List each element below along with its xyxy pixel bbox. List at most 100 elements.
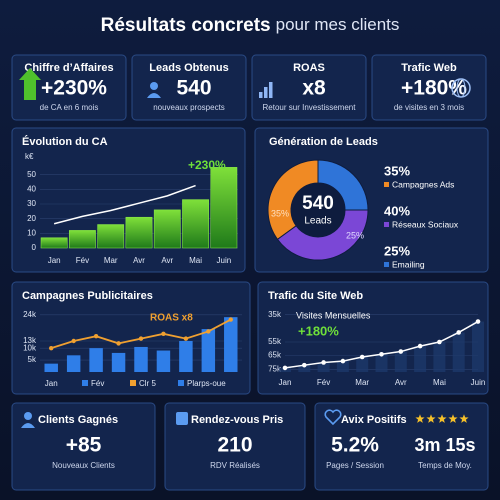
bottom-value: +85 — [66, 434, 102, 457]
legend-label: Emailing — [392, 259, 425, 269]
bar — [201, 329, 216, 372]
annotation: ROAS x8 — [150, 313, 193, 324]
bar — [224, 317, 238, 372]
calendar-icon — [176, 412, 188, 425]
star-icon — [459, 414, 469, 423]
bottom-value: 5.2% — [331, 434, 379, 457]
line-point — [228, 317, 233, 322]
trend-arrow — [53, 184, 196, 225]
x-tick-label: Mai — [433, 378, 446, 387]
x-tick-label: Mai — [189, 256, 202, 265]
annotation-value: +180% — [298, 323, 339, 338]
kpi-card — [251, 54, 367, 121]
arrow-icon — [19, 68, 41, 100]
line-point — [183, 336, 189, 341]
y-tick-label: 5k — [28, 355, 37, 364]
x-tick-label: Mar — [355, 378, 369, 387]
x-tick-label: Avr — [133, 256, 145, 265]
bottom-title: Avix Positifs — [341, 414, 407, 426]
y-tick-label: 24k — [23, 310, 37, 319]
y-tick-label: 30 — [27, 199, 36, 208]
y-tick-label: 55k — [268, 337, 282, 346]
bg-bar — [414, 346, 427, 372]
bottom-value-2: 3m 15s — [414, 435, 475, 455]
line-point — [417, 343, 423, 349]
bg-bar — [336, 361, 349, 372]
chart-panel — [257, 281, 489, 395]
x-tick-label: Jan — [279, 378, 292, 387]
line-point — [379, 351, 384, 357]
bar — [66, 355, 81, 372]
legend-swatch — [130, 380, 136, 386]
legend-label: Fév — [91, 379, 104, 388]
donut-hole — [291, 183, 345, 237]
y-tick-label: 13k — [23, 336, 37, 345]
kpi-card — [371, 54, 487, 121]
bottom-caption: Pages / Session — [326, 461, 384, 470]
line-point — [49, 345, 54, 351]
bar — [156, 350, 171, 372]
donut-center-label: Leads — [304, 216, 331, 227]
bottom-card — [164, 402, 306, 491]
globe-icon-lines — [456, 78, 466, 98]
bottom-caption: Nouveaux Clients — [52, 461, 115, 470]
bar — [44, 363, 58, 372]
bottom-card — [314, 402, 489, 491]
bar — [210, 167, 238, 249]
bars-icon — [259, 92, 263, 98]
line-point — [138, 336, 144, 341]
donut-inner-label: 35% — [271, 208, 289, 218]
chart-title: Évolution du CA — [22, 135, 108, 148]
kpi-caption: nouveaux prospects — [153, 103, 225, 112]
bottom-title: Rendez-vous Pris — [191, 414, 283, 426]
line-point — [456, 330, 462, 335]
y-tick-label: 35k — [268, 310, 282, 319]
bg-bar — [472, 321, 484, 372]
y-tick-label: 10 — [27, 228, 36, 237]
y-tick-label: 40 — [27, 184, 36, 193]
bottom-caption: RDV Réalisés — [210, 461, 260, 470]
legend-value: 40% — [384, 203, 410, 218]
user-icon — [150, 82, 158, 90]
legend-swatch — [384, 182, 389, 187]
kpi-title: Chiffre d’Affaires — [24, 62, 113, 74]
user-icon — [24, 412, 32, 420]
x-tick-label: Juin — [471, 378, 486, 387]
bars-icon — [269, 82, 273, 98]
legend-swatch — [82, 380, 88, 386]
bar — [40, 237, 68, 249]
bg-bar — [356, 357, 369, 372]
bars-icon — [264, 87, 268, 98]
line-point — [302, 362, 307, 368]
y-tick-label: 65k — [268, 351, 282, 360]
x-tick-label: Jan — [48, 256, 61, 265]
line-point — [359, 354, 365, 360]
y-tick-label: 75k — [268, 364, 282, 373]
kpi-value: x8 — [302, 77, 326, 100]
title-light: pour mes clients — [276, 15, 400, 34]
bottom-card — [11, 402, 156, 491]
legend-label: Clr 5 — [139, 379, 156, 388]
kpi-title: ROAS — [293, 62, 325, 74]
line-point — [93, 334, 99, 339]
line-point — [161, 331, 166, 337]
donut-segment — [317, 159, 369, 211]
legend-value: 35% — [384, 163, 410, 178]
line-point — [321, 360, 326, 365]
kpi-caption: Retour sur Investissement — [263, 103, 357, 112]
chart-panel — [11, 127, 246, 273]
user-icon-body — [21, 423, 35, 428]
bar — [111, 352, 126, 372]
line-point — [206, 329, 211, 334]
x-tick-label: Jan — [45, 379, 58, 388]
kpi-caption: de CA en 6 mois — [40, 103, 99, 112]
bar — [134, 346, 148, 372]
x-tick-label: Fév — [317, 378, 330, 387]
legend-swatch — [178, 380, 184, 386]
bg-bar — [433, 342, 446, 372]
star-icon — [437, 414, 447, 423]
y-tick-label: 20 — [27, 214, 36, 223]
kpi-card — [11, 54, 127, 121]
legend-swatch — [384, 222, 389, 227]
bar — [69, 230, 96, 249]
